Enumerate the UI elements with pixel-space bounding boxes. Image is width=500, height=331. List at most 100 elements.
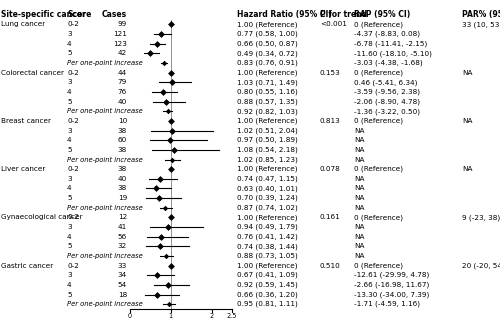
- Text: 4: 4: [67, 282, 71, 288]
- Text: 10: 10: [118, 118, 127, 124]
- Text: 0-2: 0-2: [67, 214, 79, 220]
- Text: 12: 12: [118, 214, 127, 220]
- Text: NA: NA: [354, 157, 364, 163]
- Text: Per one-point increase: Per one-point increase: [67, 108, 143, 114]
- Text: 33 (10, 53): 33 (10, 53): [462, 21, 500, 28]
- Text: NA: NA: [354, 185, 364, 191]
- Text: NA: NA: [354, 195, 364, 201]
- Text: 4: 4: [67, 137, 71, 143]
- Text: 44: 44: [118, 70, 127, 76]
- Text: 99: 99: [118, 22, 127, 27]
- Text: 5: 5: [67, 243, 71, 249]
- Text: Gastric cancer: Gastric cancer: [1, 262, 53, 268]
- Text: 0 (Reference): 0 (Reference): [354, 166, 403, 172]
- Text: 34: 34: [118, 272, 127, 278]
- Text: 38: 38: [118, 127, 127, 134]
- Text: 60: 60: [118, 137, 127, 143]
- Text: 0 (Reference): 0 (Reference): [354, 262, 403, 269]
- Text: -2.06 (-8.90, 4.78): -2.06 (-8.90, 4.78): [354, 98, 420, 105]
- Text: -3.59 (-9.56, 2.38): -3.59 (-9.56, 2.38): [354, 89, 420, 95]
- Text: Per one-point increase: Per one-point increase: [67, 253, 143, 259]
- Text: Cases: Cases: [102, 10, 127, 19]
- Text: 5: 5: [67, 99, 71, 105]
- Text: 0 (Reference): 0 (Reference): [354, 70, 403, 76]
- Text: 18: 18: [118, 292, 127, 298]
- Text: 0-2: 0-2: [67, 22, 79, 27]
- Text: 0.97 (0.50, 1.89): 0.97 (0.50, 1.89): [237, 137, 298, 143]
- Text: 0.46 (-5.41, 6.34): 0.46 (-5.41, 6.34): [354, 79, 418, 86]
- Text: 0.153: 0.153: [320, 70, 341, 76]
- Text: 40: 40: [118, 176, 127, 182]
- Text: 2.5: 2.5: [227, 313, 237, 319]
- Text: Per one-point increase: Per one-point increase: [67, 157, 143, 163]
- Text: -3.03 (-4.38, -1.68): -3.03 (-4.38, -1.68): [354, 60, 422, 66]
- Text: 0 (Reference): 0 (Reference): [354, 214, 403, 221]
- Text: NA: NA: [354, 253, 364, 259]
- Text: Breast cancer: Breast cancer: [1, 118, 51, 124]
- Text: 4: 4: [67, 185, 71, 191]
- Text: NA: NA: [354, 224, 364, 230]
- Text: 0-2: 0-2: [67, 166, 79, 172]
- Text: -4.37 (-8.83, 0.08): -4.37 (-8.83, 0.08): [354, 31, 420, 37]
- Text: 0.80 (0.55, 1.16): 0.80 (0.55, 1.16): [237, 89, 298, 95]
- Text: 76: 76: [118, 89, 127, 95]
- Text: Lung cancer: Lung cancer: [1, 22, 45, 27]
- Text: 0-2: 0-2: [67, 70, 79, 76]
- Text: 9 (-23, 38): 9 (-23, 38): [462, 214, 500, 221]
- Text: 0.88 (0.73, 1.05): 0.88 (0.73, 1.05): [237, 253, 298, 259]
- Text: 0.078: 0.078: [320, 166, 341, 172]
- Text: PAR% (95% CI): PAR% (95% CI): [462, 10, 500, 19]
- Text: 0.88 (0.57, 1.35): 0.88 (0.57, 1.35): [237, 98, 298, 105]
- Text: 41: 41: [118, 224, 127, 230]
- Text: 5: 5: [67, 50, 71, 56]
- Text: 38: 38: [118, 147, 127, 153]
- Text: 0.67 (0.41, 1.09): 0.67 (0.41, 1.09): [237, 272, 298, 278]
- Text: 1.03 (0.71, 1.49): 1.03 (0.71, 1.49): [237, 79, 298, 86]
- Text: 4: 4: [67, 234, 71, 240]
- Text: NA: NA: [354, 127, 364, 134]
- Text: -1.71 (-4.59, 1.16): -1.71 (-4.59, 1.16): [354, 301, 420, 307]
- Text: 0.87 (0.74, 1.02): 0.87 (0.74, 1.02): [237, 205, 298, 211]
- Text: -13.30 (-34.00, 7.39): -13.30 (-34.00, 7.39): [354, 291, 429, 298]
- Text: Colorectal cancer: Colorectal cancer: [1, 70, 64, 76]
- Text: 123: 123: [113, 41, 127, 47]
- Text: 0.63 (0.40, 1.01): 0.63 (0.40, 1.01): [237, 185, 298, 192]
- Text: Per one-point increase: Per one-point increase: [67, 60, 143, 66]
- Text: 121: 121: [113, 31, 127, 37]
- Text: 1.02 (0.51, 2.04): 1.02 (0.51, 2.04): [237, 127, 298, 134]
- Text: NA: NA: [354, 147, 364, 153]
- Text: Score: Score: [67, 10, 92, 19]
- Text: Per one-point increase: Per one-point increase: [67, 205, 143, 211]
- Text: -2.66 (-16.98, 11.67): -2.66 (-16.98, 11.67): [354, 282, 429, 288]
- Text: NA: NA: [354, 234, 364, 240]
- Text: 1.00 (Reference): 1.00 (Reference): [237, 214, 298, 221]
- Text: 4: 4: [67, 89, 71, 95]
- Text: 4: 4: [67, 41, 71, 47]
- Text: 0.813: 0.813: [320, 118, 341, 124]
- Text: 3: 3: [67, 127, 71, 134]
- Text: 1.00 (Reference): 1.00 (Reference): [237, 118, 298, 124]
- Text: Liver cancer: Liver cancer: [1, 166, 46, 172]
- Text: -11.60 (-18.10, -5.10): -11.60 (-18.10, -5.10): [354, 50, 432, 57]
- Text: Per one-point increase: Per one-point increase: [67, 301, 143, 307]
- Text: 1.00 (Reference): 1.00 (Reference): [237, 166, 298, 172]
- Text: 1.00 (Reference): 1.00 (Reference): [237, 21, 298, 28]
- Text: 0-2: 0-2: [67, 118, 79, 124]
- Text: 0.83 (0.76, 0.91): 0.83 (0.76, 0.91): [237, 60, 298, 66]
- Text: 1.00 (Reference): 1.00 (Reference): [237, 262, 298, 269]
- Text: 0.77 (0.58, 1.00): 0.77 (0.58, 1.00): [237, 31, 298, 37]
- Text: 5: 5: [67, 292, 71, 298]
- Text: 5: 5: [67, 195, 71, 201]
- Text: -12.61 (-29.99, 4.78): -12.61 (-29.99, 4.78): [354, 272, 429, 278]
- Text: 3: 3: [67, 79, 71, 85]
- Text: NA: NA: [354, 176, 364, 182]
- Text: Hazard Ratio (95% CI): Hazard Ratio (95% CI): [237, 10, 332, 19]
- Text: 3: 3: [67, 224, 71, 230]
- Text: 0.92 (0.82, 1.03): 0.92 (0.82, 1.03): [237, 108, 298, 115]
- Text: -1.36 (-3.22, 0.50): -1.36 (-3.22, 0.50): [354, 108, 420, 115]
- Text: 3: 3: [67, 31, 71, 37]
- Text: 0-2: 0-2: [67, 262, 79, 268]
- Text: NA: NA: [354, 137, 364, 143]
- Text: 40: 40: [118, 99, 127, 105]
- Text: 56: 56: [118, 234, 127, 240]
